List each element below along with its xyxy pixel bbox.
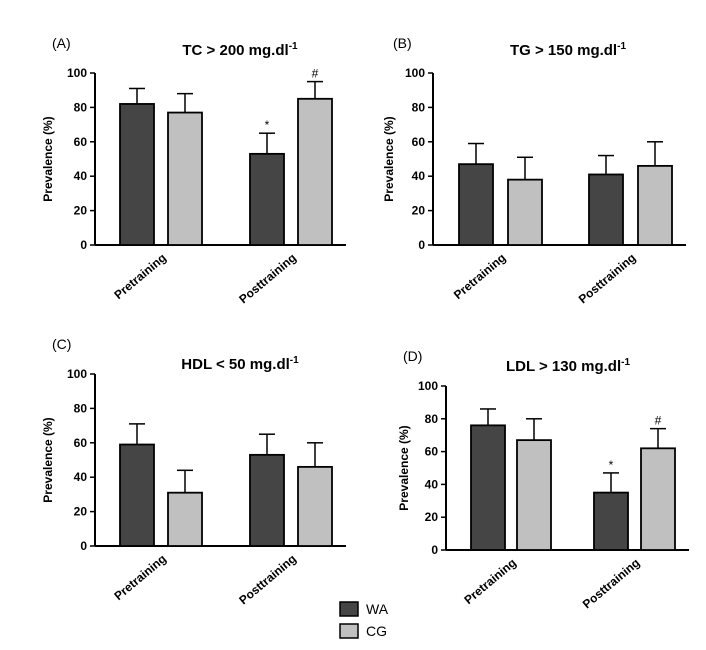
y-tick-label: 20 (74, 204, 88, 218)
y-tick-label: 40 (74, 470, 88, 484)
bar-cg-pretraining (507, 178, 543, 246)
panel-label: (B) (393, 35, 412, 51)
chart-panel-2: (B) TG > 150 mg.dl-1 Prevalence (%) 0 20 40 60… (382, 35, 686, 306)
category-label: Pretraining (111, 251, 169, 302)
y-tick-label: 60 (412, 135, 426, 149)
bar-wa-pretraining (119, 103, 155, 246)
chart-title-superscript: -1 (290, 355, 299, 366)
y-tick-label: 0 (80, 238, 87, 252)
y-tick-label: 80 (74, 100, 88, 114)
bar-cg-pretraining (167, 491, 203, 547)
bar-cg-pretraining (167, 111, 203, 246)
category-label: Pretraining (111, 552, 169, 603)
chart-title-superscript: -1 (621, 357, 630, 368)
chart-title-main: LDL > 130 mg.dl (506, 358, 621, 375)
y-tick-label: 0 (418, 238, 425, 252)
significance-marker: # (312, 67, 319, 81)
bar-wa-posttraining (249, 152, 285, 246)
y-tick-label: 100 (405, 66, 425, 80)
chart-panel-3: (C) HDL < 50 mg.dl-1 Prevalence (%) 0 20 40 60… (41, 336, 346, 607)
y-tick-label: 100 (67, 367, 87, 381)
legend-swatch-wa (339, 601, 359, 617)
y-tick-label: 40 (412, 169, 426, 183)
y-tick-label: 0 (80, 539, 87, 553)
category-label: Posttraining (580, 556, 643, 612)
bar-cg-posttraining (297, 465, 333, 547)
legend-label-cg: CG (366, 623, 387, 639)
chart-title: LDL > 130 mg.dl-1 (506, 357, 631, 375)
category-label: Pretraining (461, 556, 519, 607)
y-axis-label: Prevalence (%) (41, 116, 55, 201)
chart-title: TC > 200 mg.dl-1 (182, 41, 298, 59)
y-tick-label: 60 (74, 436, 88, 450)
panel-label: (A) (52, 35, 71, 51)
bar-wa-pretraining (470, 424, 506, 551)
y-axis-label: Prevalence (%) (382, 116, 396, 201)
bar-wa-posttraining (249, 453, 285, 547)
significance-marker: * (609, 458, 614, 472)
y-tick-label: 20 (425, 510, 439, 524)
y-tick-label: 20 (74, 505, 88, 519)
chart-title-main: HDL < 50 mg.dl (181, 356, 290, 373)
chart-title-superscript: -1 (617, 41, 626, 52)
y-tick-label: 100 (418, 379, 438, 393)
y-tick-label: 0 (431, 543, 438, 557)
legend-swatch-cg (339, 623, 359, 639)
chart-title-superscript: -1 (289, 41, 298, 52)
category-label: Posttraining (236, 251, 299, 307)
bar-wa-posttraining (588, 173, 624, 246)
y-tick-label: 100 (67, 66, 87, 80)
bar-wa-posttraining (593, 491, 629, 551)
significance-marker: # (655, 414, 662, 428)
y-tick-label: 20 (412, 204, 426, 218)
y-tick-label: 80 (412, 100, 426, 114)
y-axis-label: Prevalence (%) (397, 425, 411, 510)
y-tick-label: 60 (74, 135, 88, 149)
chart-title-main: TC > 200 mg.dl (182, 42, 288, 59)
bar-wa-pretraining (119, 443, 155, 547)
panel-label: (C) (52, 336, 71, 352)
bar-cg-pretraining (516, 439, 552, 551)
bar-wa-pretraining (458, 163, 494, 246)
chart-panel-1: (A) TC > 200 mg.dl-1 Prevalence (%) 0 20 40 60… (41, 35, 346, 306)
chart-title-main: TG > 150 mg.dl (510, 42, 617, 59)
bar-cg-posttraining (637, 164, 673, 246)
y-tick-label: 80 (425, 412, 439, 426)
category-label: Posttraining (236, 552, 299, 608)
chart-title: TG > 150 mg.dl-1 (510, 41, 626, 59)
category-label: Posttraining (576, 251, 639, 307)
y-tick-label: 40 (74, 169, 88, 183)
chart-title: HDL < 50 mg.dl-1 (181, 355, 299, 373)
chart-panel-4: (D) LDL > 130 mg.dl-1 Prevalence (%) 0 20 40 6… (397, 348, 689, 611)
legend-label-wa: WA (366, 601, 389, 617)
legend: WA CG (339, 601, 389, 639)
bar-cg-posttraining (640, 447, 676, 551)
y-tick-label: 40 (425, 477, 439, 491)
panel-label: (D) (403, 348, 422, 364)
y-axis-label: Prevalence (%) (41, 417, 55, 502)
y-tick-label: 60 (425, 445, 439, 459)
category-label: Pretraining (451, 251, 509, 302)
significance-marker: * (265, 118, 270, 132)
y-tick-label: 80 (74, 401, 88, 415)
bar-cg-posttraining (297, 97, 333, 246)
